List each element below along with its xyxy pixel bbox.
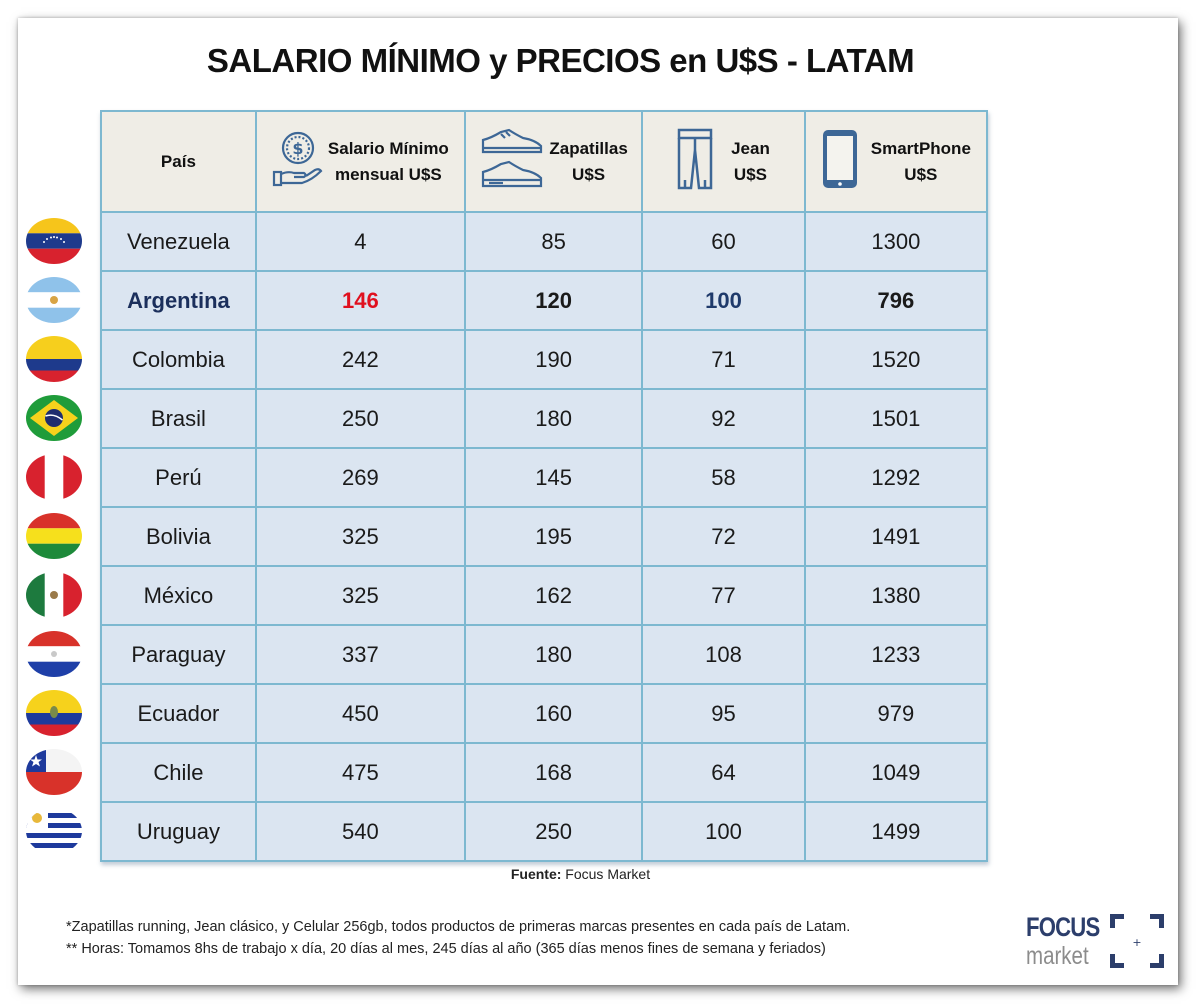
table-row: Chile 475 168 64 1049 xyxy=(100,742,989,803)
table-row: Venezuela 4 85 60 1300 xyxy=(100,211,989,272)
source-value: Focus Market xyxy=(561,866,651,882)
colombia-flag-icon xyxy=(26,336,82,382)
table-header-row: País $ xyxy=(100,110,989,213)
logo-text-focus: FOCUS xyxy=(1026,912,1100,942)
ecuador-flag-icon xyxy=(26,690,82,736)
paraguay-flag-icon xyxy=(26,631,82,677)
table-row: Uruguay 540 250 100 1499 xyxy=(100,801,989,862)
header-smartphone: SmartPhone U$S xyxy=(803,110,989,213)
source-label: Fuente: xyxy=(510,866,562,882)
brazil-flag-icon xyxy=(26,395,82,441)
footnote-2: ** Horas: Tomamos 8hs de trabajo x día, … xyxy=(66,941,826,957)
table-row: Perú 269 145 58 1292 xyxy=(100,447,989,508)
venezuela-flag-icon xyxy=(26,218,82,264)
argentina-flag-icon xyxy=(26,277,82,323)
table-row: Brasil 250 180 92 1501 xyxy=(100,388,989,449)
chile-flag-icon xyxy=(26,749,82,795)
uruguay-flag-icon xyxy=(26,808,82,854)
table-row: Paraguay 337 180 108 1233 xyxy=(100,624,989,685)
logo-text-market: market xyxy=(1026,942,1089,970)
header-salario: $ Salario Mínimo mensual U$S xyxy=(254,110,466,213)
salary-price-table: País $ xyxy=(100,110,989,862)
footnote-1: *Zapatillas running, Jean clásico, y Cel… xyxy=(66,919,851,935)
table-row: México 325 162 77 1380 xyxy=(100,565,989,626)
header-pais: País xyxy=(100,110,257,213)
mexico-flag-icon xyxy=(26,572,82,618)
svg-text:$: $ xyxy=(292,139,303,158)
header-jean: Jean U$S xyxy=(641,110,806,213)
table-row-highlighted: Argentina 146 120 100 796 xyxy=(100,270,989,331)
footnotes: *Zapatillas running, Jean clásico, y Cel… xyxy=(66,916,850,960)
page-title: SALARIO MÍNIMO y PRECIOS en U$S - LATAM xyxy=(206,42,915,79)
coin-hand-icon: $ xyxy=(272,130,324,193)
header-zapatillas: Zapatillas U$S xyxy=(463,110,644,213)
focus-bracket-icon: + xyxy=(1110,914,1164,968)
bolivia-flag-icon xyxy=(26,513,82,559)
table-row: Bolivia 325 195 72 1491 xyxy=(100,506,989,567)
smartphone-icon xyxy=(821,128,859,195)
sneakers-icon xyxy=(479,128,545,195)
source-caption: Fuente: Focus Market xyxy=(18,866,1143,882)
table-row: Ecuador 450 160 95 979 xyxy=(100,683,989,744)
table-row: Colombia 242 190 71 1520 xyxy=(100,329,989,390)
jeans-icon xyxy=(677,128,713,195)
peru-flag-icon xyxy=(26,454,82,500)
infographic-card: SALARIO MÍNIMO y PRECIOS en U$S - LATAM xyxy=(18,18,1178,985)
focus-market-logo: FOCUS market + xyxy=(1026,912,1166,972)
svg-text:+: + xyxy=(1132,936,1141,949)
